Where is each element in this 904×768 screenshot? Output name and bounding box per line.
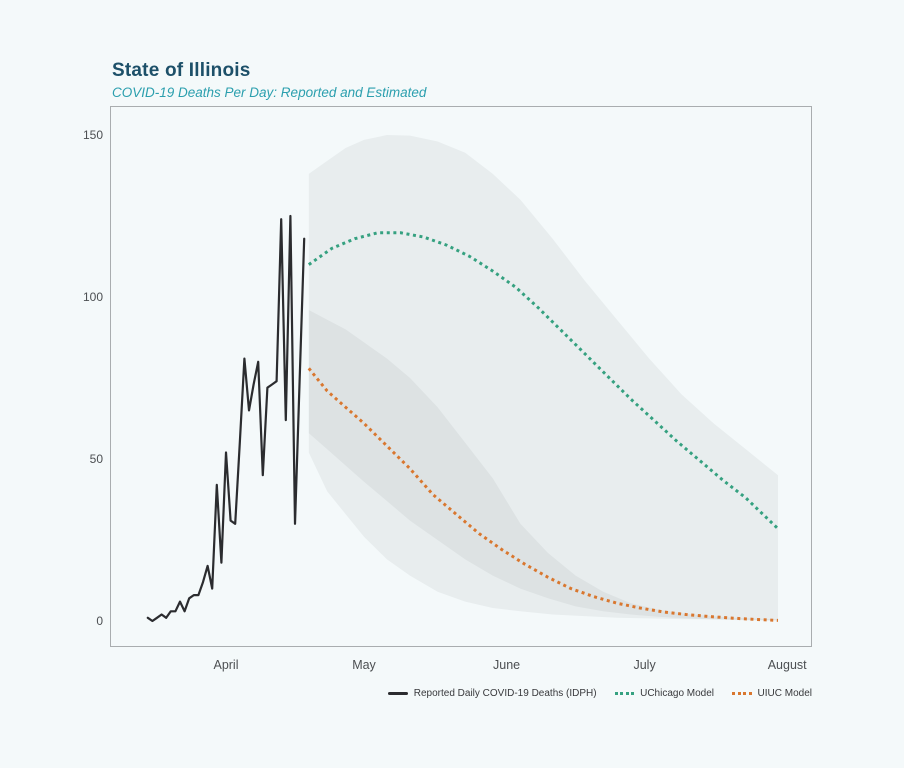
y-tick-label: 0 [96,614,103,628]
chart-header: State of Illinois COVID-19 Deaths Per Da… [112,60,426,100]
x-tick-label: April [213,658,239,672]
chart-canvas [110,106,812,647]
y-tick-label: 100 [82,290,103,304]
legend: Reported Daily COVID-19 Deaths (IDPH) UC… [387,688,812,699]
y-tick-label: 50 [89,452,103,466]
legend-label-uchicago: UChicago Model [640,688,715,699]
legend-label-uiuc: UIUC Model [757,688,812,699]
uiuc-dots-swatch [732,692,752,695]
legend-item-reported: Reported Daily COVID-19 Deaths (IDPH) [387,688,597,699]
x-tick-label: June [493,658,521,672]
x-tick-label: August [767,658,807,672]
uchicago-confidence-band [308,135,778,620]
legend-item-uchicago: UChicago Model [614,688,715,699]
y-tick-label: 150 [82,128,103,142]
chart-title: State of Illinois [112,60,251,81]
x-tick-label: May [352,658,376,672]
x-tick-label: July [633,658,656,672]
uiuc-model-line [307,367,779,622]
uiuc-confidence-band [308,310,778,621]
plot-border [110,106,812,647]
reported-deaths-line [146,214,306,623]
chart-subtitle: COVID-19 Deaths Per Day: Reported and Es… [112,85,427,100]
reported-line-swatch [387,691,408,696]
uchicago-dots-swatch [614,692,635,695]
legend-item-uiuc: UIUC Model [732,688,812,699]
uchicago-model-line [307,231,780,530]
legend-label-reported: Reported Daily COVID-19 Deaths (IDPH) [413,688,597,699]
plot-panel [110,106,812,647]
